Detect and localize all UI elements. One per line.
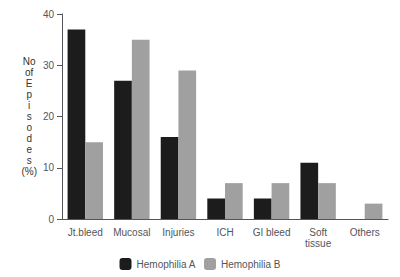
svg-text:p: p bbox=[26, 89, 32, 100]
svg-text:o: o bbox=[26, 122, 32, 133]
svg-text:Mucosal: Mucosal bbox=[113, 227, 150, 238]
svg-text:s: s bbox=[27, 111, 32, 122]
svg-text:40: 40 bbox=[43, 9, 55, 20]
svg-text:Soft: Soft bbox=[309, 227, 327, 238]
svg-text:(%): (%) bbox=[21, 166, 37, 177]
svg-text:GI bleed: GI bleed bbox=[253, 227, 291, 238]
svg-text:Hemophilia B: Hemophilia B bbox=[221, 259, 281, 270]
svg-text:Jt.bleed: Jt.bleed bbox=[68, 227, 103, 238]
svg-text:Injuries: Injuries bbox=[162, 227, 194, 238]
svg-text:ICH: ICH bbox=[216, 227, 233, 238]
svg-text:20: 20 bbox=[43, 111, 55, 122]
svg-text:No: No bbox=[23, 56, 36, 67]
svg-text:s: s bbox=[27, 155, 32, 166]
svg-text:E: E bbox=[26, 78, 33, 89]
svg-text:tissue: tissue bbox=[305, 238, 332, 249]
svg-text:Others: Others bbox=[350, 227, 380, 238]
svg-text:i: i bbox=[28, 100, 30, 111]
svg-text:10: 10 bbox=[43, 162, 55, 173]
svg-text:d: d bbox=[26, 133, 32, 144]
svg-text:Hemophilia A: Hemophilia A bbox=[137, 259, 196, 270]
svg-text:of: of bbox=[25, 67, 34, 78]
svg-text:0: 0 bbox=[48, 214, 54, 225]
svg-text:30: 30 bbox=[43, 60, 55, 71]
svg-text:e: e bbox=[26, 144, 32, 155]
